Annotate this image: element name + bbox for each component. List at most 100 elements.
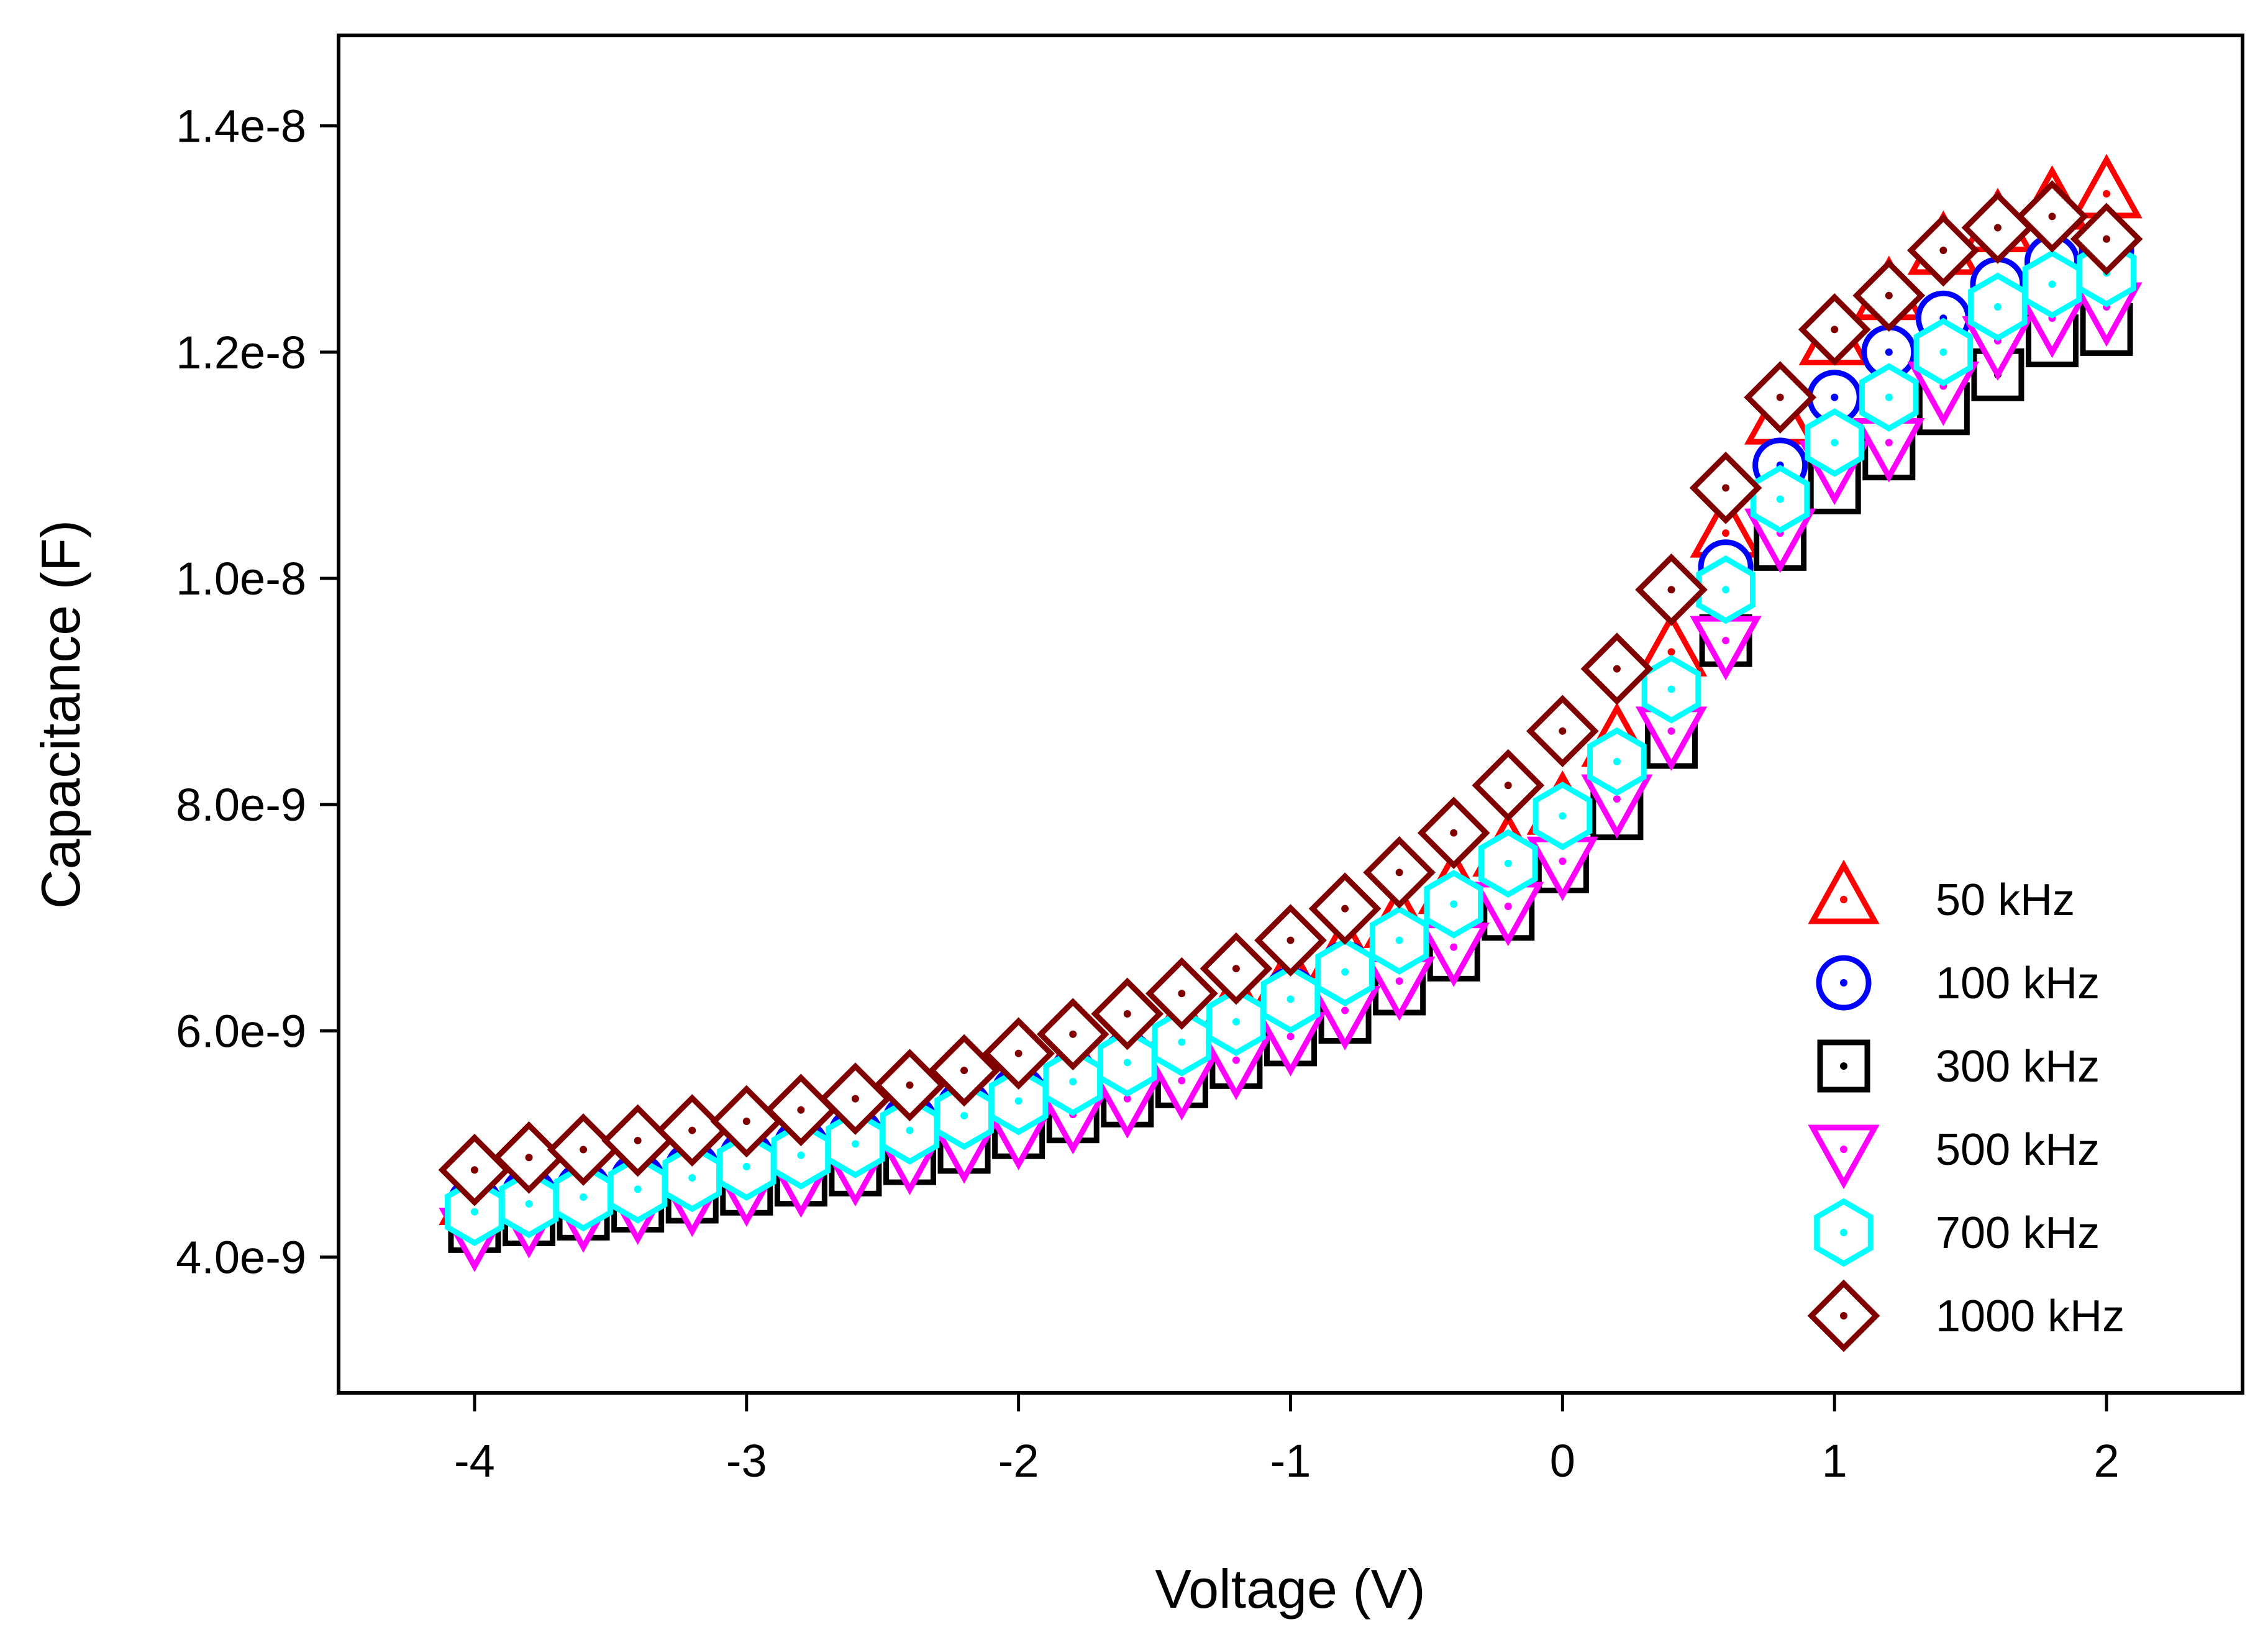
data-point-center-dot [742,1118,750,1125]
y-tick-label: 1.0e-8 [176,553,306,604]
data-point-center-dot [1885,291,1893,299]
data-point [1852,259,1926,332]
data-point-center-dot [1341,905,1349,913]
legend-item: 500 kHz [1808,1124,2100,1190]
data-point-center-dot [1722,529,1730,537]
data-point-center-dot [2048,212,2056,221]
data-point [547,1113,620,1186]
data-point-center-dot [1287,995,1295,1003]
legend-label: 300 kHz [1936,1042,2100,1092]
y-axis-label: Capacitance (F) [30,520,91,909]
data-point-center-dot [1885,439,1893,447]
y-tick-label: 6.0e-9 [176,1005,306,1057]
data-point-center-dot [1667,727,1675,735]
data-point-center-dot [1885,348,1893,356]
data-point-center-dot [1395,936,1403,944]
y-tick-label: 1.4e-8 [176,101,306,152]
x-axis: -4 -3 -2 -1 0 1 2 [454,1393,2120,1487]
legend-label: 500 kHz [1936,1125,2100,1175]
data-point [1091,977,1164,1050]
x-axis-label: Voltage (V) [1155,1558,1425,1620]
x-tick-label: -1 [1270,1435,1311,1487]
data-point-center-dot [2048,280,2056,288]
data-point-center-dot [2103,189,2111,198]
data-point [1805,408,1864,477]
data-point-center-dot [1993,303,2002,311]
data-point [1641,655,1701,724]
data-point [1363,836,1436,909]
data-point-center-dot [634,1185,642,1193]
legend-label: 100 kHz [1936,959,2100,1008]
data-point-center-dot [1395,977,1403,985]
data-point-center-dot [525,1200,533,1208]
data-point-center-dot [1287,1032,1295,1041]
data-point-center-dot [742,1162,750,1170]
legend-item: 100 kHz [1816,955,2100,1011]
data-point-center-dot [1504,903,1512,911]
data-point [1315,937,1375,1006]
legend-marker-center-dot [1840,1146,1847,1153]
data-point [2070,203,2143,276]
legend-item: 700 kHz [1814,1198,2100,1267]
data-point-center-dot [1178,990,1186,998]
x-tick-label: -3 [726,1435,767,1487]
data-point [1200,932,1273,1005]
x-tick-label: 0 [1550,1435,1575,1487]
data-point-center-dot [797,1106,805,1114]
legend-marker [1808,859,1880,924]
data-point-center-dot [1667,685,1675,693]
data-point [1859,363,1919,432]
data-point-center-dot [1450,900,1458,908]
data-point-center-dot [851,1140,859,1148]
data-point-center-dot [1613,665,1621,673]
data-point-center-dot [1123,1059,1131,1067]
data-point [1308,872,1382,946]
data-point-center-dot [1885,393,1893,401]
data-point-center-dot [1450,943,1458,951]
data-point-center-dot [960,1111,968,1119]
data-point-center-dot [1776,393,1784,401]
data-point-center-dot [688,1126,696,1134]
legend-marker-shape [1808,1124,1880,1190]
legend-label: 50 kHz [1936,875,2075,925]
data-point [927,1034,1001,1107]
data-point-center-dot [1939,246,1947,254]
x-tick-label: -4 [454,1435,495,1487]
data-point-center-dot [851,1095,859,1103]
data-point-center-dot [580,1193,588,1201]
data-point-center-dot [1232,1056,1240,1064]
data-point-center-dot [1178,1077,1186,1085]
data-point-center-dot [1504,859,1512,867]
data-point [1472,749,1545,822]
data-point [982,1017,1055,1090]
data-point-center-dot [1504,782,1512,790]
data-point [1635,553,1708,626]
data-point-center-dot [2103,235,2111,243]
legend-marker [1816,955,1872,1011]
data-point-center-dot [1831,439,1839,447]
data-point-center-dot [1613,757,1621,765]
data-point [1913,317,1974,386]
data-point [1369,906,1429,975]
data-point-center-dot [1831,393,1839,401]
data-point-center-dot [1667,586,1675,594]
data-point-center-dot [1559,857,1567,865]
legend-marker [1807,1279,1880,1352]
data-point [601,1104,675,1177]
data-point [1744,361,1817,434]
data-point [1696,555,1756,624]
data-point-center-dot [1178,1038,1186,1046]
legend-label: 1000 kHz [1936,1292,2125,1341]
data-point-center-dot [470,1208,478,1216]
data-point [2016,180,2088,253]
x-tick-label: -2 [998,1435,1039,1487]
data-point [1526,695,1599,768]
data-point-center-dot [1993,224,2002,232]
data-point-center-dot [688,1174,696,1182]
data-point [1260,965,1321,1034]
data-point-center-dot [1069,1078,1077,1086]
data-point-center-dot [906,1081,914,1089]
series-1000-khz [438,180,2143,1206]
y-tick-label: 8.0e-9 [176,779,306,831]
